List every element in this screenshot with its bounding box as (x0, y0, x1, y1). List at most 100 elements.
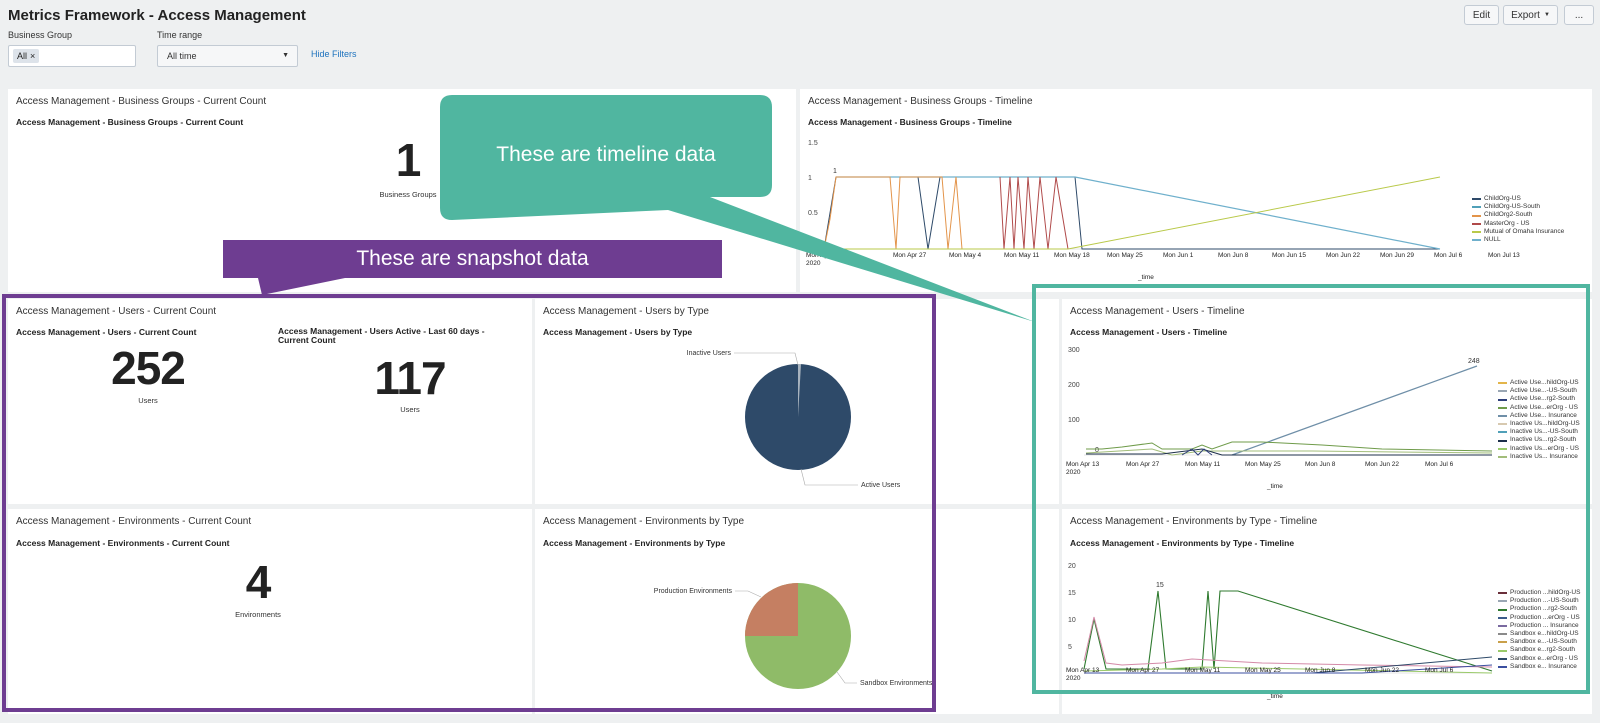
legend-item[interactable]: Sandbox e...hildOrg-US (1498, 630, 1580, 638)
chevron-down-icon: ▼ (282, 52, 289, 59)
x-axis-label: _time (1267, 483, 1283, 490)
panel-subtitle: Access Management - Users - Current Coun… (16, 327, 197, 337)
snapshot-callout-bubble (223, 240, 722, 295)
panel-subtitle: Access Management - Users Active - Last … (278, 326, 485, 345)
legend-item[interactable]: ChildOrg2-South (1472, 211, 1564, 219)
edit-button[interactable]: Edit (1464, 5, 1499, 25)
x-tick-label: Mon Apr 13 2020 (1066, 667, 1100, 682)
legend-item[interactable]: Active Use...hildOrg-US (1498, 379, 1580, 387)
timeline-callout-bubble (440, 95, 1035, 322)
x-tick-label: Mon May 18 (1054, 252, 1090, 259)
hide-filters-link[interactable]: Hide Filters (311, 49, 357, 59)
business-group-label: Business Group (8, 30, 73, 40)
single-value: 252 (111, 342, 186, 394)
x-axis-ticks: Mon Apr 13 2020 Mon Apr 27 Mon May 4 Mon… (800, 252, 1520, 272)
panel-title: Access Management - Users - Timeline (1070, 306, 1245, 317)
timeline-highlight-box (1032, 284, 1590, 694)
chart-legend: Active Use...hildOrg-US Active Use...-US… (1498, 379, 1580, 461)
single-value: 117 (374, 352, 446, 404)
x-tick-label: Mon Jul 13 (1488, 252, 1520, 259)
slice-label: Active Users (861, 482, 901, 489)
panel-title: Access Management - Business Groups - Ti… (808, 96, 1033, 107)
x-tick-label: Mon May 25 (1245, 461, 1281, 468)
y-tick-label: 0.5 (808, 210, 818, 217)
x-tick-label: Mon May 25 (1107, 252, 1143, 259)
snapshot-callout-text: These are snapshot data (356, 247, 589, 270)
panel-subtitle: Access Management - Environments - Curre… (16, 538, 230, 548)
panel-title: Access Management - Business Groups - Cu… (16, 96, 267, 107)
legend-item[interactable]: Sandbox e...erOrg - US (1498, 655, 1580, 663)
x-tick-label: Mon Apr 27 (893, 252, 927, 259)
panel-title: Access Management - Environments by Type… (1070, 516, 1318, 527)
single-value: 1 (395, 134, 422, 186)
x-tick-label: Mon Jun 22 (1326, 252, 1360, 259)
more-actions-button[interactable]: ... (1564, 5, 1594, 25)
export-button[interactable]: Export ▼ (1503, 5, 1558, 25)
single-value-unit: Users (400, 405, 420, 414)
leader-line (734, 352, 799, 366)
legend-item[interactable]: Mutual of Omaha Insurance (1472, 228, 1564, 236)
legend-item[interactable]: Inactive Us...erOrg - US (1498, 445, 1580, 453)
series-line (1083, 616, 1493, 668)
y-tick-label: 1 (808, 175, 812, 182)
leader-line (735, 590, 762, 598)
legend-item[interactable]: Production ...erOrg - US (1498, 614, 1580, 622)
leader-line (836, 671, 857, 684)
legend-item[interactable]: Production ...-US-South (1498, 597, 1580, 605)
chevron-down-icon: ▼ (1543, 12, 1550, 18)
time-range-label: Time range (157, 30, 203, 40)
legend-item[interactable]: Active Use...-US-South (1498, 387, 1580, 395)
chart-legend: Production ...hildOrg-US Production ...-… (1498, 589, 1580, 671)
panel-title: Access Management - Environments - Curre… (16, 516, 252, 527)
single-value-unit: Business Groups (379, 190, 437, 199)
legend-item[interactable]: Inactive Us...-US-South (1498, 428, 1580, 436)
panel-subtitle: Access Management - Environments by Type… (1070, 538, 1295, 548)
timeline-callout-text: These are timeline data (496, 143, 716, 166)
legend-item[interactable]: ChildOrg-US-South (1472, 203, 1564, 211)
panel-subtitle: Access Management - Business Groups - Ti… (808, 117, 1012, 127)
slice-label: Production Environments (654, 588, 733, 595)
business-group-multiselect[interactable]: All × (8, 45, 136, 67)
legend-item[interactable]: Production ...rg2-South (1498, 605, 1580, 613)
legend-item[interactable]: NULL (1472, 236, 1564, 244)
close-icon[interactable]: × (30, 51, 36, 61)
x-tick-label: Mon Jul 6 (1425, 667, 1454, 674)
legend-item[interactable]: Inactive Us... Insurance (1498, 453, 1580, 461)
business-group-tag[interactable]: All × (13, 49, 40, 63)
slice-label: Inactive Users (687, 350, 732, 357)
legend-item[interactable]: Active Use... Insurance (1498, 412, 1580, 420)
pie-slice-production-environments[interactable] (745, 583, 798, 636)
legend-item[interactable]: Production ...hildOrg-US (1498, 589, 1580, 597)
y-tick-label: 200 (1068, 382, 1080, 389)
panel-subtitle: Access Management - Users - Timeline (1070, 327, 1228, 337)
series-line (823, 176, 963, 250)
legend-item[interactable]: Inactive Us...rg2-South (1498, 436, 1580, 444)
leader-line (800, 468, 858, 486)
time-range-dropdown[interactable]: All time ▼ (157, 45, 298, 67)
legend-item[interactable]: Production ... Insurance (1498, 622, 1580, 630)
pie-chart: Production Environments Sandbox Environm… (654, 583, 933, 689)
legend-item[interactable]: MasterOrg - US (1472, 220, 1564, 228)
x-tick-label: Mon Jun 8 (1305, 461, 1336, 468)
panel-users-by-type: Access Management - Users by Type Access… (535, 299, 1059, 504)
single-value-unit: Users (138, 396, 158, 405)
x-tick-label: Mon May 25 (1245, 667, 1281, 674)
x-tick-label: Mon Apr 27 (1126, 461, 1160, 468)
pie-slice-inactive-users[interactable] (798, 363, 801, 417)
x-tick-label: Mon May 11 (1004, 252, 1040, 259)
x-axis-ticks: Mon Apr 13 2020 Mon Apr 27 Mon May 11 Mo… (1062, 667, 1492, 687)
x-tick-label: Mon Jun 29 (1380, 252, 1414, 259)
x-tick-label: Mon Apr 27 (1126, 667, 1160, 674)
legend-item[interactable]: Active Use...rg2-South (1498, 395, 1580, 403)
page-title: Metrics Framework - Access Management (8, 7, 306, 24)
legend-item[interactable]: Sandbox e...rg2-South (1498, 646, 1580, 654)
panel-title: Access Management - Users - Current Coun… (16, 306, 217, 317)
legend-item[interactable]: ChildOrg-US (1472, 195, 1564, 203)
y-tick-label: 5 (1068, 644, 1072, 651)
legend-item[interactable]: Active Use...erOrg - US (1498, 404, 1580, 412)
legend-item[interactable]: Inactive Us...hildOrg-US (1498, 420, 1580, 428)
x-tick-label: Mon Apr 13 2020 (1066, 461, 1100, 476)
panel-users-count: Access Management - Users - Current Coun… (8, 299, 532, 504)
legend-item[interactable]: Sandbox e... Insurance (1498, 663, 1580, 671)
legend-item[interactable]: Sandbox e...-US-South (1498, 638, 1580, 646)
